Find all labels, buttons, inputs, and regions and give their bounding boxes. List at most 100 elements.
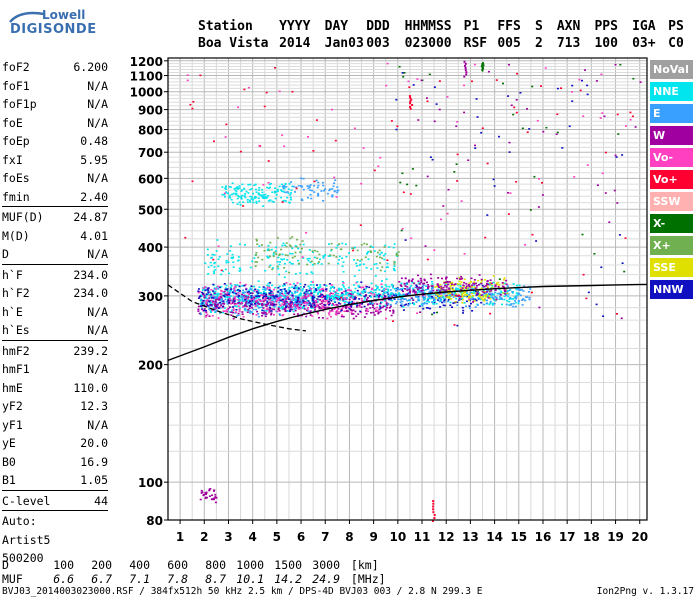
echo-point (491, 286, 494, 289)
echo-point (216, 294, 219, 296)
echo-point (436, 294, 439, 296)
echo-point (316, 293, 319, 295)
echo-point (297, 259, 300, 262)
echo-point (224, 293, 227, 296)
echo-point (382, 289, 385, 291)
echo-point (296, 286, 299, 289)
echo-cluster-w (199, 488, 218, 504)
echo-point (617, 133, 620, 135)
echo-point (228, 296, 231, 299)
echo-point (501, 282, 504, 284)
echo-point (463, 278, 466, 281)
echo-point (213, 298, 216, 300)
echo-point (458, 280, 461, 283)
echo-point (283, 258, 286, 260)
echo-point (312, 286, 315, 289)
echo-point (381, 257, 384, 260)
echo-point (483, 297, 486, 300)
echo-point (203, 308, 206, 310)
echo-point (419, 287, 422, 289)
echo-point (328, 243, 330, 245)
echo-point (514, 300, 517, 302)
echo-point (214, 303, 216, 305)
echo-point (473, 63, 476, 66)
echo-point (294, 301, 297, 303)
echo-point (246, 311, 249, 313)
echo-point (235, 292, 238, 295)
echo-point (499, 293, 502, 296)
echo-point (383, 270, 386, 273)
echo-point (455, 125, 458, 128)
echo-point (376, 303, 379, 305)
echo-point (380, 283, 383, 285)
y-tick-label: 800 (138, 124, 163, 138)
echo-point (191, 180, 194, 183)
echo-point (472, 290, 475, 293)
echo-point (537, 206, 540, 208)
echo-point (365, 294, 367, 296)
distance-value: 3000 (312, 558, 340, 572)
echo-point (250, 198, 253, 200)
echo-point (371, 246, 374, 248)
echo-point (233, 300, 236, 302)
echo-point (625, 125, 627, 127)
echo-point (282, 314, 285, 316)
values-4: 023000 (404, 36, 452, 51)
echo-point (395, 128, 398, 131)
echo-point (296, 302, 299, 304)
echo-point (247, 293, 250, 296)
echo-point (505, 294, 508, 297)
echo-point (243, 284, 246, 287)
echo-point (341, 284, 344, 286)
echo-point (586, 84, 589, 87)
echo-point (232, 266, 235, 268)
echo-point (324, 298, 327, 300)
echo-point (353, 275, 356, 277)
echo-point (241, 293, 243, 296)
echo-point (266, 307, 269, 310)
echo-point (528, 296, 531, 299)
echo-point (304, 293, 307, 296)
echo-point (526, 131, 529, 133)
echo-point (271, 284, 273, 287)
echo-point (216, 295, 219, 298)
echo-point (484, 285, 487, 287)
echo-point (379, 294, 381, 296)
echo-point (307, 306, 310, 309)
echo-point (336, 307, 339, 309)
echo-point (292, 310, 295, 313)
echo-point (244, 283, 247, 286)
echo-point (441, 277, 443, 280)
echo-point (203, 493, 205, 496)
echo-point (232, 261, 235, 263)
echo-point (487, 297, 490, 299)
echo-point (205, 286, 208, 289)
param-group: MUF(D) 24.87 M(D) 4.01 D N/A (2, 208, 108, 265)
echo-point (351, 309, 354, 312)
echo-point (451, 287, 454, 289)
x-tick-label: 9 (369, 530, 377, 544)
echo-point (426, 100, 429, 103)
echo-point (295, 296, 297, 299)
echo-point (281, 292, 284, 295)
echo-point (393, 294, 395, 296)
echo-point (353, 127, 356, 130)
echo-point (420, 303, 423, 306)
echo-point (255, 254, 257, 256)
echo-point (322, 200, 325, 202)
echo-point (618, 234, 621, 236)
echo-point (319, 299, 322, 301)
echo-point (264, 292, 267, 294)
echo-point (426, 97, 428, 99)
echo-point (395, 98, 398, 101)
echo-point (456, 324, 459, 327)
echo-point (463, 60, 466, 63)
echo-point (450, 298, 453, 300)
echo-point (517, 292, 520, 295)
echo-point (352, 292, 355, 295)
echo-point (308, 185, 311, 187)
echo-point (235, 309, 238, 311)
x-tick-label: 14 (486, 530, 503, 544)
echo-point (377, 298, 380, 300)
echo-point (329, 316, 332, 318)
